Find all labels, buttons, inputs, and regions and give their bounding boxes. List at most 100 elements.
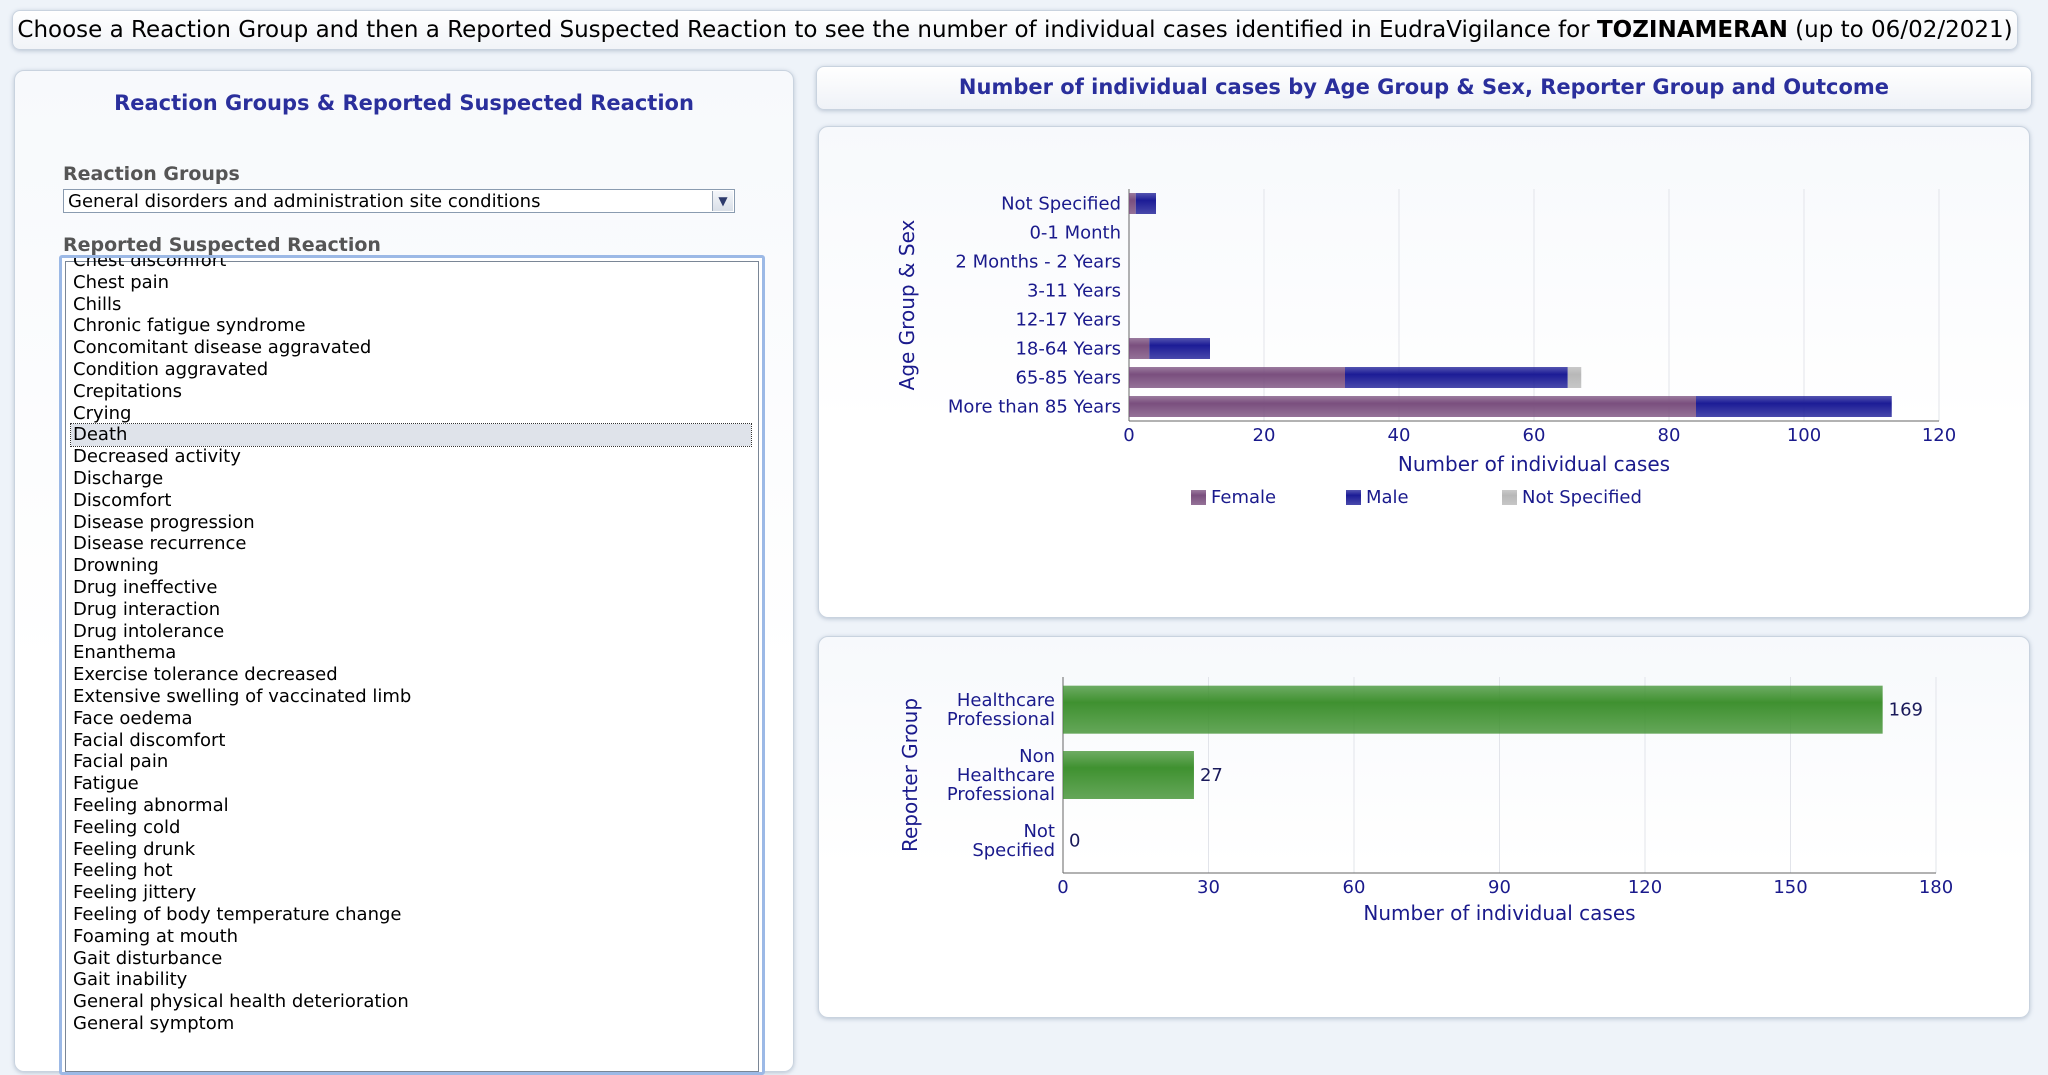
reporter-group-chart: 0 30 60 90 120 150 180 Healthcare Professional 16… <box>898 677 1953 925</box>
chevron-down-icon[interactable]: ▼ <box>712 191 733 211</box>
y-tick-label: 18-64 Years <box>1015 339 1121 360</box>
bar-male <box>1149 338 1210 359</box>
y-tick-label: 2 Months - 2 Years <box>955 252 1121 273</box>
y-tick-label: 65-85 Years <box>1015 368 1121 389</box>
reaction-list-item[interactable]: Drug ineffective <box>73 576 218 598</box>
y-tick-label: Not Specified <box>1001 194 1121 215</box>
reaction-list-item[interactable]: Feeling drunk <box>73 838 196 860</box>
bar-male <box>1696 396 1892 417</box>
listbox-frame: Chest discomfort Chest pain Chills Chronic … <box>65 258 759 1072</box>
reported-reaction-listbox[interactable]: Chest discomfort Chest pain Chills Chronic … <box>59 255 765 1075</box>
legend-swatch <box>1502 490 1517 505</box>
reaction-list-item[interactable]: Chronic fatigue syndrome <box>73 315 306 337</box>
reaction-list-item[interactable]: Decreased activity <box>73 446 241 468</box>
x-tick-label: 60 <box>1523 425 1546 446</box>
reaction-list-item[interactable]: Feeling abnormal <box>73 794 229 816</box>
bar-reporter <box>1063 751 1194 799</box>
reporter-group-chart-panel: 0 30 60 90 120 150 180 Healthcare Professional 16… <box>818 636 2030 1018</box>
reaction-list-item[interactable]: Concomitant disease aggravated <box>73 337 372 359</box>
reaction-list-item[interactable]: Foaming at mouth <box>73 925 239 947</box>
x-tick-label: 80 <box>1658 425 1681 446</box>
reaction-list-item[interactable]: Feeling jittery <box>73 882 197 904</box>
x-tick-label: 120 <box>1628 877 1662 898</box>
reaction-list-item[interactable]: Drowning <box>73 555 159 577</box>
bar-male <box>1345 367 1568 388</box>
y-tick-label: Not Specified <box>972 821 1055 861</box>
legend-label: Male <box>1366 487 1409 508</box>
data-label: 0 <box>1069 830 1080 851</box>
x-tick-label: 0 <box>1123 425 1134 446</box>
legend-swatch <box>1346 490 1361 505</box>
bar-male <box>1135 193 1156 214</box>
x-tick-label: 120 <box>1922 425 1956 446</box>
reaction-list-item[interactable]: General physical health deterioration <box>73 991 409 1013</box>
reaction-selection-panel: Reaction Groups & Reported Suspected Rea… <box>14 70 794 1075</box>
x-tick-label: 90 <box>1488 877 1511 898</box>
reaction-list-item[interactable]: General symptom <box>73 1012 235 1034</box>
age-sex-chart: 0 20 40 60 80 100 120 Not Specified 0-1 Month 2 M… <box>895 189 1956 508</box>
y-axis-label: Age Group & Sex <box>895 219 919 390</box>
x-axis-label: Number of individual cases <box>1398 452 1670 476</box>
product-name: TOZINAMERAN <box>1596 17 1788 43</box>
reaction-list-item[interactable]: Extensive swelling of vaccinated limb <box>73 685 412 707</box>
bar-reporter <box>1063 685 1883 734</box>
reaction-group-selected-value: General disorders and administration sit… <box>68 191 541 212</box>
age-sex-chart-panel: 0 20 40 60 80 100 120 Not Specified 0-1 Month 2 M… <box>818 126 2030 618</box>
reaction-list-item[interactable]: Feeling hot <box>73 860 173 882</box>
y-tick-label: 0-1 Month <box>1029 223 1121 244</box>
y-axis-label: Reporter Group <box>898 698 922 852</box>
reaction-list-item[interactable]: Chills <box>73 293 122 315</box>
reaction-list-item[interactable]: Facial discomfort <box>73 729 226 751</box>
left-panel-title: Reaction Groups & Reported Suspected Rea… <box>114 91 694 115</box>
y-tick-label: 12-17 Years <box>1015 310 1121 331</box>
legend-label: Female <box>1211 487 1276 508</box>
reaction-list-item[interactable]: Exercise tolerance decreased <box>73 664 338 686</box>
bar-female <box>1129 396 1696 417</box>
reaction-list-item[interactable]: Drug intolerance <box>73 620 225 642</box>
charts-title-bar: Number of individual cases by Age Group … <box>816 66 2032 110</box>
reaction-list-item[interactable]: Enanthema <box>73 642 177 664</box>
reaction-list-item[interactable]: Fatigue <box>73 773 139 795</box>
reaction-list-item[interactable]: Face oedema <box>73 707 193 729</box>
legend-swatch <box>1191 490 1206 505</box>
reaction-list-item[interactable]: Drug interaction <box>73 598 221 620</box>
x-tick-label: 40 <box>1388 425 1411 446</box>
y-tick-label: 3-11 Years <box>1027 281 1121 302</box>
legend-label: Not Specified <box>1522 487 1642 508</box>
reaction-list: Chest discomfort Chest pain Chills Chronic … <box>70 255 752 1035</box>
y-tick-label: Healthcare Professional <box>947 690 1055 730</box>
reaction-list-item[interactable]: Crying <box>73 402 132 424</box>
header-text: Choose a Reaction Group and then a Repor… <box>17 17 1597 43</box>
reaction-groups-label: Reaction Groups <box>63 163 240 185</box>
x-axis-label: Number of individual cases <box>1363 901 1635 925</box>
reaction-list-item[interactable]: Chest discomfort <box>73 255 227 271</box>
reaction-list-item[interactable]: Crepitations <box>73 380 183 402</box>
reaction-list-item[interactable]: Feeling cold <box>73 816 181 838</box>
x-tick-label: 30 <box>1197 877 1220 898</box>
bar-female <box>1129 367 1345 388</box>
reaction-list-item[interactable]: Discomfort <box>73 489 172 511</box>
reaction-group-select[interactable]: General disorders and administration sit… <box>63 189 735 213</box>
reaction-list-item[interactable]: Feeling of body temperature change <box>73 903 402 925</box>
reaction-list-item[interactable]: Discharge <box>73 467 164 489</box>
reaction-list-item[interactable]: Disease progression <box>73 511 255 533</box>
reaction-list-item[interactable]: Facial pain <box>73 751 169 773</box>
reaction-list-item[interactable]: Gait disturbance <box>73 947 223 969</box>
bar-female <box>1129 338 1150 359</box>
reported-reaction-label: Reported Suspected Reaction <box>63 234 381 256</box>
y-tick-label: More than 85 Years <box>948 397 1121 418</box>
reaction-list-item[interactable]: Gait inability <box>73 969 188 991</box>
x-tick-label: 20 <box>1253 425 1276 446</box>
reaction-list-item[interactable]: Condition aggravated <box>73 358 269 380</box>
reaction-list-item[interactable]: Death <box>70 423 752 448</box>
reaction-list-item[interactable]: Chest pain <box>73 271 170 293</box>
header-date-text: (up to 06/02/2021) <box>1787 17 2013 43</box>
data-label: 169 <box>1889 700 1923 721</box>
bar-female <box>1129 193 1136 214</box>
x-tick-label: 100 <box>1787 425 1821 446</box>
reaction-list-item[interactable]: Disease recurrence <box>73 533 247 555</box>
bar-not-specified <box>1567 367 1582 388</box>
x-tick-label: 0 <box>1057 877 1068 898</box>
y-tick-label: Non Healthcare Professional <box>947 746 1055 805</box>
instruction-header: Choose a Reaction Group and then a Repor… <box>12 10 2018 50</box>
